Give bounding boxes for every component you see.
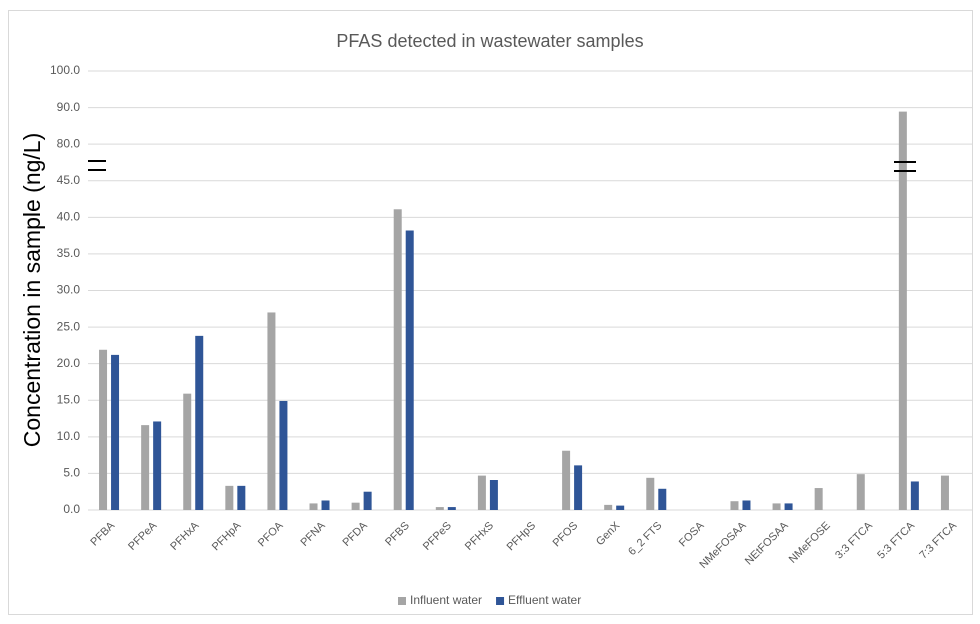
y-tick-label: 0.0 bbox=[63, 502, 80, 516]
bar bbox=[616, 505, 625, 510]
y-tick-label: 45.0 bbox=[57, 173, 81, 187]
bar bbox=[658, 488, 667, 510]
chart-title: PFAS detected in wastewater samples bbox=[336, 31, 643, 51]
bar bbox=[562, 450, 571, 510]
legend-swatch bbox=[496, 597, 505, 605]
bar bbox=[195, 335, 204, 510]
y-tick-label: 30.0 bbox=[57, 283, 81, 297]
y-axis-title: Concentration in sample (ng/L) bbox=[19, 133, 45, 448]
legend-label: Effluent water bbox=[508, 593, 581, 607]
bar bbox=[393, 209, 402, 510]
y-tick-label: 80.0 bbox=[57, 136, 81, 150]
bar bbox=[730, 501, 739, 510]
bar bbox=[646, 477, 655, 510]
bar bbox=[856, 474, 865, 510]
axis-break bbox=[88, 160, 916, 172]
bar bbox=[279, 400, 288, 510]
bar bbox=[435, 507, 444, 510]
bar bbox=[814, 488, 823, 510]
bar bbox=[321, 500, 330, 510]
bar bbox=[99, 349, 108, 510]
bar bbox=[363, 491, 372, 510]
bar bbox=[309, 503, 318, 510]
bar bbox=[351, 502, 360, 510]
bar bbox=[910, 481, 919, 510]
bar bbox=[447, 507, 456, 510]
bar bbox=[225, 485, 234, 510]
y-tick-label: 10.0 bbox=[57, 429, 81, 443]
y-tick-label: 20.0 bbox=[57, 356, 81, 370]
bar bbox=[183, 393, 192, 510]
bar bbox=[940, 475, 949, 510]
legend-swatch bbox=[398, 597, 406, 605]
bar bbox=[489, 480, 498, 510]
bar bbox=[604, 504, 613, 510]
y-tick-label: 90.0 bbox=[57, 100, 81, 114]
bar bbox=[898, 111, 907, 511]
legend-label: Influent water bbox=[410, 593, 482, 607]
bar bbox=[784, 503, 793, 510]
bar bbox=[111, 354, 120, 510]
bar bbox=[574, 465, 583, 510]
bar bbox=[237, 485, 246, 510]
y-tick-label: 100.0 bbox=[50, 63, 80, 77]
y-tick-label: 25.0 bbox=[57, 319, 81, 333]
bar bbox=[772, 503, 781, 510]
y-tick-label: 15.0 bbox=[57, 392, 81, 406]
y-tick-label: 40.0 bbox=[57, 210, 81, 224]
y-tick-label: 5.0 bbox=[63, 466, 80, 480]
bar bbox=[477, 475, 486, 510]
bar bbox=[405, 230, 414, 510]
chart-frame bbox=[8, 10, 973, 615]
y-tick-label: 35.0 bbox=[57, 246, 81, 260]
bar bbox=[742, 500, 751, 510]
bar bbox=[141, 425, 150, 510]
bar bbox=[153, 421, 162, 510]
bar bbox=[267, 312, 276, 510]
